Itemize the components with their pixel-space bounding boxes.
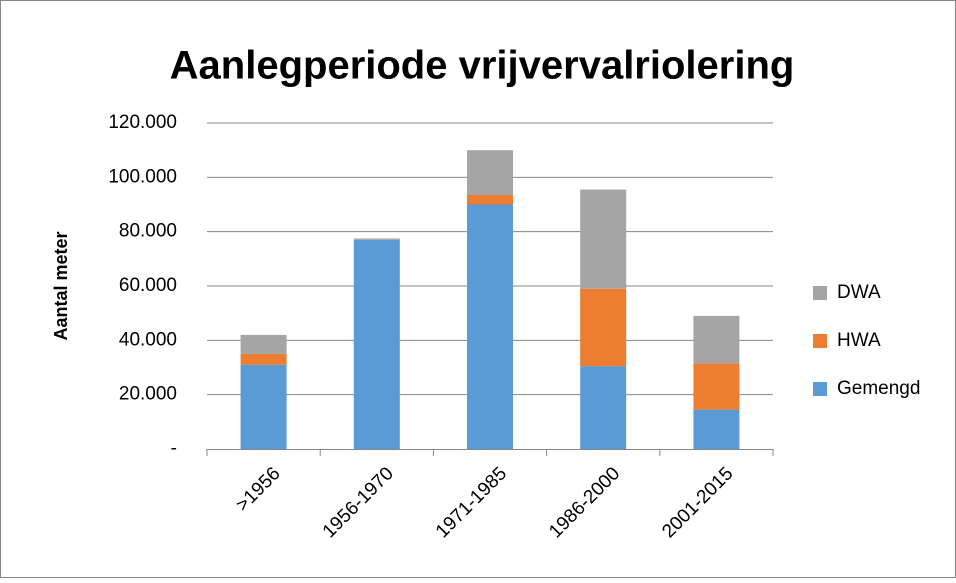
y-tick-label: 20.000 (119, 384, 177, 405)
bar-segment (693, 315, 740, 364)
bar-segment (467, 194, 513, 205)
y-tick-label: - (171, 438, 177, 459)
bar-segment (353, 239, 400, 449)
y-tick-label: 120.000 (108, 112, 177, 133)
bar-segment (580, 288, 627, 367)
legend-swatch (813, 382, 827, 396)
legend-swatch (813, 334, 827, 348)
bar-segment (467, 150, 513, 195)
bar-segment (353, 238, 400, 240)
legend-label: HWA (837, 330, 881, 351)
legend-label: Gemengd (837, 378, 920, 399)
bar-segment (693, 363, 740, 410)
y-tick-label: 40.000 (119, 329, 177, 350)
bar-segment (240, 334, 287, 354)
legend-swatch (813, 286, 827, 300)
bar-segment (580, 366, 627, 449)
bar-segment (240, 353, 287, 365)
y-axis-label: Aantal meter (51, 231, 71, 340)
y-tick-label: 60.000 (119, 275, 177, 296)
legend-label: DWA (837, 282, 881, 303)
y-tick-label: 100.000 (108, 166, 177, 187)
bar-segment (240, 364, 287, 449)
bar-segment (693, 409, 740, 449)
y-tick-label: 80.000 (119, 221, 177, 242)
bar-segment (580, 189, 627, 289)
chart-title: Aanlegperiode vrijvervalriolering (170, 44, 795, 88)
bar-segment (467, 204, 513, 449)
